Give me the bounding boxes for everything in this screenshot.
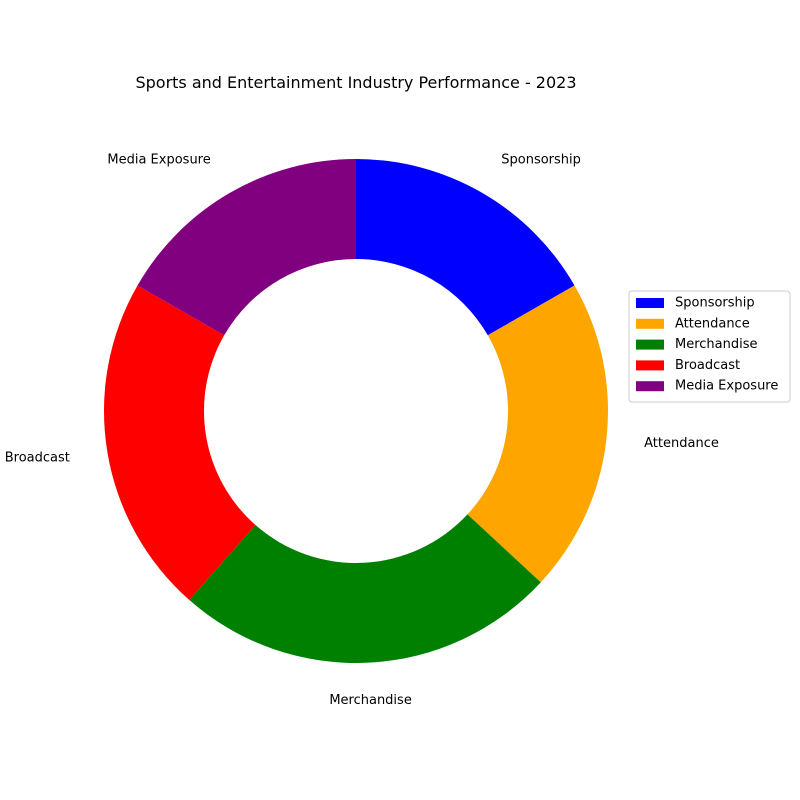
legend-swatch-broadcast bbox=[636, 360, 664, 371]
legend-swatch-merchandise bbox=[636, 339, 664, 350]
legend-swatch-media-exposure bbox=[636, 381, 664, 392]
legend-label-broadcast: Broadcast bbox=[675, 358, 740, 373]
slice-label-merchandise: Merchandise bbox=[329, 693, 412, 708]
slice-label-sponsorship: Sponsorship bbox=[501, 153, 581, 168]
legend-label-attendance: Attendance bbox=[675, 316, 750, 331]
slice-labels: Sponsorship Attendance Merchandise Broadcas… bbox=[5, 153, 719, 709]
legend-label-sponsorship: Sponsorship bbox=[675, 296, 755, 311]
legend-frame bbox=[628, 290, 791, 403]
chart-title: Sports and Entertainment Industry Perfor… bbox=[135, 73, 576, 92]
slice-label-broadcast: Broadcast bbox=[5, 451, 70, 466]
slice-merchandise bbox=[189, 514, 541, 664]
legend-swatch-sponsorship bbox=[636, 298, 664, 308]
legend-label-merchandise: Merchandise bbox=[675, 337, 758, 352]
legend-label-media-exposure: Media Exposure bbox=[675, 379, 778, 394]
legend-items: Sponsorship Attendance Merchandise Broadcas… bbox=[636, 296, 778, 394]
legend: Sponsorship Attendance Merchandise Broadcas… bbox=[628, 290, 791, 403]
slice-attendance bbox=[467, 285, 608, 583]
donut-slices bbox=[104, 159, 608, 664]
slice-broadcast bbox=[104, 285, 256, 601]
slice-label-attendance: Attendance bbox=[644, 436, 719, 451]
slice-sponsorship bbox=[356, 159, 575, 336]
legend-swatch-attendance bbox=[636, 318, 664, 329]
slice-label-media-exposure: Media Exposure bbox=[107, 153, 210, 168]
slice-media-exposure bbox=[137, 159, 356, 336]
